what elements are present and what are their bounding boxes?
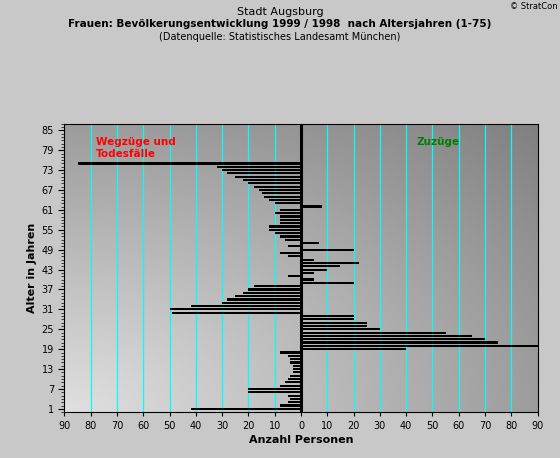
Bar [249,182,301,185]
Bar [280,222,301,224]
Bar [288,275,301,277]
Bar [77,163,301,164]
Bar [301,262,359,264]
Bar [288,401,301,403]
Bar [280,404,301,407]
Bar [172,311,301,314]
Bar [259,189,301,191]
Bar [227,298,301,300]
Bar [235,295,301,297]
Bar [280,235,301,238]
Bar [301,322,367,324]
Bar [301,242,319,244]
Bar [301,348,406,350]
Bar [301,259,314,261]
Bar [301,272,314,274]
Bar [222,302,301,304]
Bar [280,385,301,387]
Bar [301,206,322,207]
Bar [301,315,353,317]
Bar [269,229,301,231]
Text: Zuzüge: Zuzüge [417,137,460,147]
Bar [301,282,353,284]
Bar [269,225,301,228]
Bar [301,278,314,281]
Bar [280,351,301,354]
Bar [291,361,301,364]
Bar [190,408,301,410]
Bar [235,176,301,178]
Bar [301,318,353,321]
Bar [291,398,301,400]
Text: © StratCon: © StratCon [510,2,557,11]
Bar [301,345,538,347]
Text: Frauen: Bevölkerungsentwicklung 1999 / 1998  nach Altersjahren (1-75): Frauen: Bevölkerungsentwicklung 1999 / 1… [68,19,492,29]
Text: Wegzüge und
Todesfälle: Wegzüge und Todesfälle [96,137,176,159]
Bar [190,305,301,307]
Bar [227,172,301,174]
Bar [301,249,353,251]
Text: (Datenquelle: Statistisches Landesamt München): (Datenquelle: Statistisches Landesamt Mü… [159,32,401,42]
Y-axis label: Alter in Jahren: Alter in Jahren [27,223,38,313]
Bar [288,255,301,257]
Bar [170,308,301,311]
Bar [301,332,446,334]
X-axis label: Anzahl Personen: Anzahl Personen [249,436,353,445]
Bar [288,378,301,380]
Bar [293,365,301,367]
Bar [243,179,301,181]
Bar [288,394,301,397]
Bar [264,196,301,198]
Text: Stadt Augsburg: Stadt Augsburg [237,7,323,17]
Bar [280,219,301,221]
Bar [249,289,301,290]
Bar [280,252,301,254]
Bar [254,285,301,287]
Bar [249,391,301,393]
Bar [275,232,301,234]
Bar [243,292,301,294]
Bar [301,268,327,271]
Bar [217,166,301,168]
Bar [285,239,301,241]
Bar [254,185,301,188]
Bar [301,338,485,340]
Bar [288,245,301,247]
Bar [293,371,301,373]
Bar [262,192,301,194]
Bar [280,215,301,218]
Bar [249,388,301,390]
Bar [301,335,472,337]
Bar [301,342,498,344]
Bar [301,325,367,327]
Bar [269,199,301,201]
Bar [222,169,301,171]
Bar [285,381,301,383]
Bar [280,209,301,211]
Bar [301,328,380,330]
Bar [288,355,301,357]
Bar [291,375,301,377]
Bar [301,265,340,267]
Bar [293,368,301,370]
Bar [275,212,301,214]
Bar [291,358,301,360]
Bar [275,202,301,204]
